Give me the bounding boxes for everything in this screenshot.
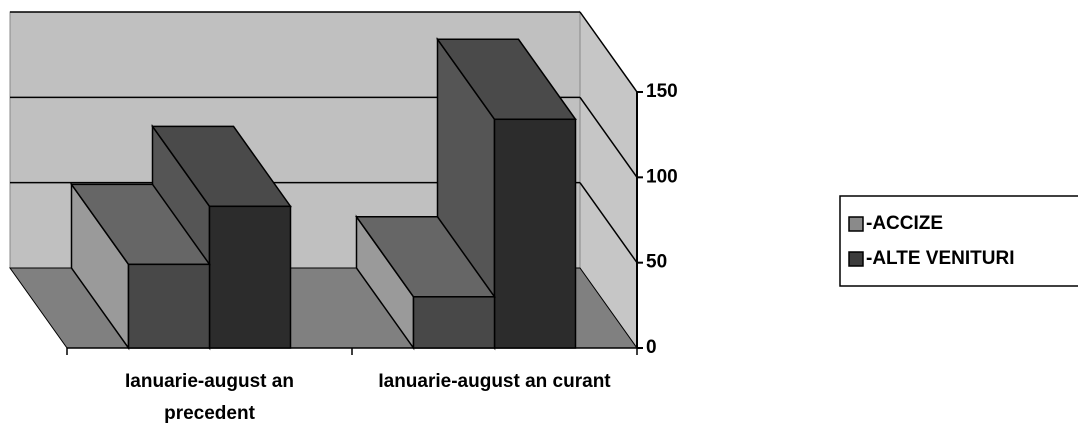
bar [208, 205, 292, 349]
legend-swatch [848, 216, 864, 232]
legend-label: -ACCIZE [866, 213, 943, 234]
legend-box [839, 195, 1078, 287]
y-tick-label: 50 [646, 252, 667, 273]
bar [493, 118, 577, 349]
bar [412, 296, 496, 349]
grid-line [579, 11, 638, 93]
legend-swatch [848, 251, 864, 267]
x-tick-label: Ianuarie-august an precedent [125, 371, 294, 424]
y-tick-label: 0 [646, 337, 657, 358]
legend-label: -ALTE VENITURI [866, 248, 1014, 269]
grid-line [579, 182, 638, 264]
y-tick-label: 100 [646, 166, 678, 187]
x-tick-label: Ianuarie-august an curant [378, 371, 611, 392]
bar [127, 263, 211, 349]
grid-line [579, 96, 638, 178]
y-tick-label: 150 [646, 81, 678, 102]
